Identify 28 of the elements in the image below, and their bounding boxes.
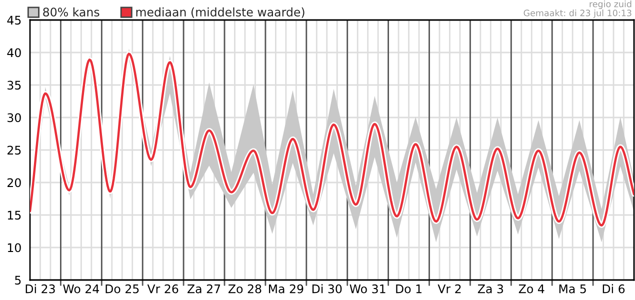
x-tick-label: Di 23 bbox=[26, 284, 55, 294]
x-tick-label: Vr 2 bbox=[438, 284, 461, 294]
y-tick-label: 10 bbox=[8, 243, 21, 252]
y-tick-label: 40 bbox=[7, 48, 21, 58]
y-tick-label: 20 bbox=[8, 178, 21, 188]
y-tick-label: 35 bbox=[8, 80, 21, 90]
y-tick-label: 30 bbox=[8, 113, 21, 122]
y-tick-label: 45 bbox=[7, 16, 21, 25]
text: Gemaakt: di 23 jul 10:13 bbox=[524, 10, 632, 18]
x-tick-label: Za 3 bbox=[478, 284, 504, 294]
x-tick-label: Zo 28 bbox=[228, 284, 262, 294]
x-tick-label: Wo 24 bbox=[63, 284, 100, 294]
x-tick-label: Zo 4 bbox=[518, 284, 544, 294]
legend-label: mediaan (middelste waarde) bbox=[136, 7, 304, 18]
x-tick-label: Wo 31 bbox=[350, 284, 386, 294]
y-tick-label: 5 bbox=[15, 276, 21, 285]
x-tick-label: Do 1 bbox=[396, 284, 422, 294]
text: regio zuid bbox=[590, 0, 632, 9]
x-tick-label: Di 6 bbox=[602, 284, 625, 294]
y-tick-label: 15 bbox=[8, 210, 21, 220]
x-tick-label: Do 25 bbox=[106, 284, 139, 294]
x-tick-label: Vr 26 bbox=[147, 284, 178, 294]
y-tick-label: 25 bbox=[8, 146, 21, 155]
x-tick-label: Za 27 bbox=[188, 284, 220, 294]
text: 80% kans bbox=[43, 7, 100, 17]
x-tick-label: Ma 29 bbox=[268, 284, 304, 294]
x-tick-label: Ma 5 bbox=[559, 284, 586, 294]
x-tick-label: Di 30 bbox=[312, 284, 342, 294]
